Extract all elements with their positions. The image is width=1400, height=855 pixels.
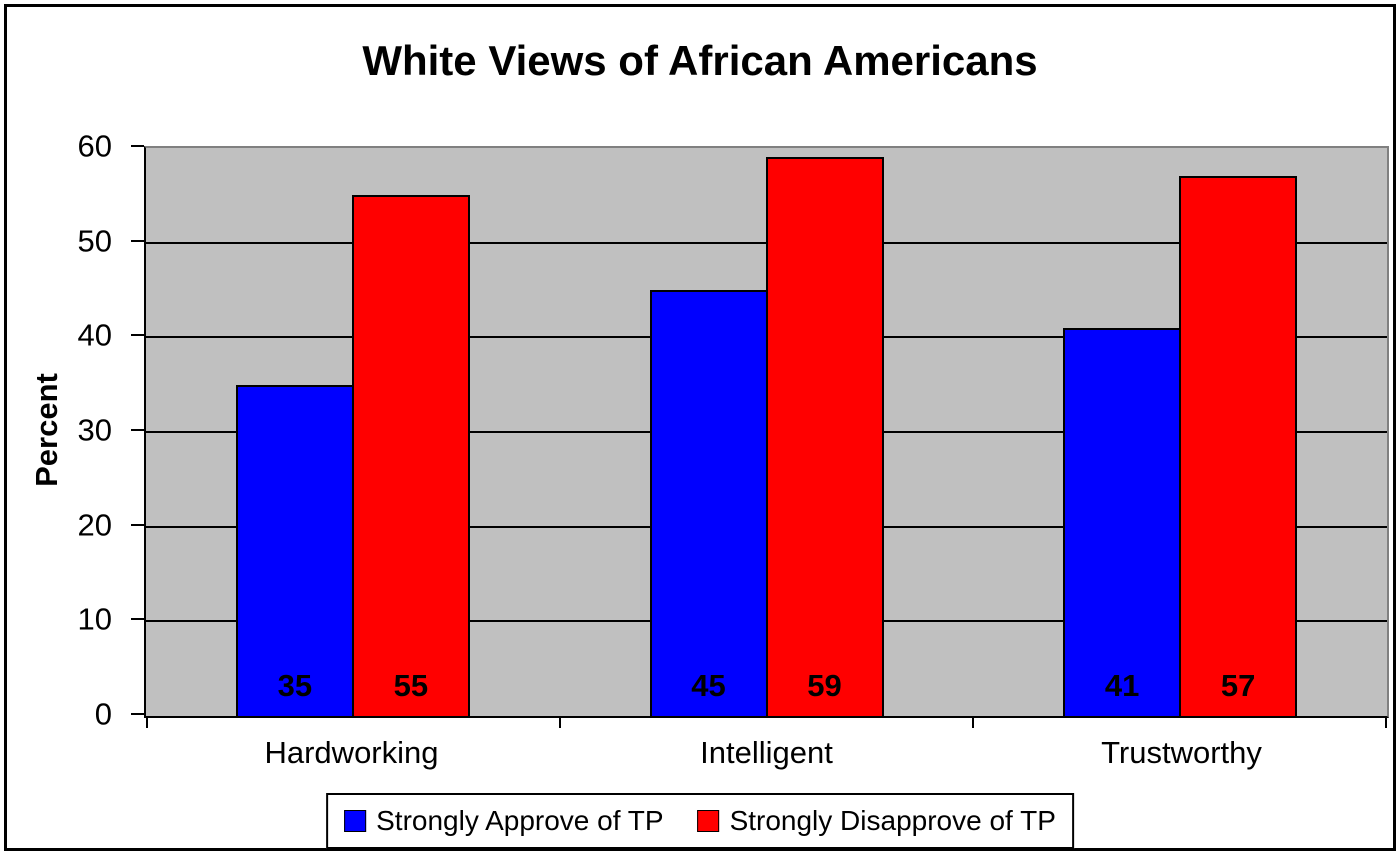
bar-disapprove-trustworthy: 57 [1179, 176, 1298, 716]
bar-disapprove-hardworking: 55 [351, 195, 470, 716]
x-axis-tick [146, 718, 148, 728]
bar-approve-intelligent: 45 [649, 290, 768, 716]
legend-swatch-blue-icon [344, 810, 367, 832]
y-tick-label: 40 [77, 317, 112, 353]
x-axis-tick [972, 718, 975, 728]
y-tick-label: 20 [77, 507, 112, 543]
y-axis: 0 10 20 30 40 50 60 [7, 131, 144, 730]
y-tick-label: 50 [77, 223, 112, 259]
y-axis-tick [131, 239, 144, 242]
legend-label-approve: Strongly Approve of TP [376, 805, 664, 836]
plot-area: 35 55 45 59 41 57 [144, 146, 1389, 728]
bar-value-label: 45 [691, 668, 726, 703]
legend-label-disapprove: Strongly Disapprove of TP [729, 805, 1056, 836]
bar-disapprove-intelligent: 59 [765, 157, 884, 716]
y-tick-label: 30 [77, 412, 112, 448]
y-axis-tick [131, 334, 144, 337]
y-axis-tick [131, 429, 144, 431]
x-axis-tick [1385, 718, 1387, 728]
y-tick-label: 10 [77, 601, 112, 637]
legend-item-disapprove: Strongly Disapprove of TP [697, 805, 1056, 837]
bar-approve-hardworking: 35 [235, 384, 354, 716]
bar-value-label: 41 [1104, 668, 1140, 703]
bar-value-label: 55 [393, 668, 429, 703]
bar-group-hardworking: 35 55 [146, 148, 560, 716]
x-axis: Hardworking Intelligent Trustworthy [144, 735, 1389, 771]
y-tick-label: 60 [77, 128, 112, 164]
legend: Strongly Approve of TP Strongly Disappro… [326, 793, 1074, 849]
chart-title: White Views of African Americans [362, 37, 1038, 84]
bar-group-trustworthy: 41 57 [973, 148, 1387, 716]
legend-swatch-red-icon [697, 810, 720, 832]
x-category-label-hardworking: Hardworking [264, 735, 439, 770]
y-axis-tick [131, 523, 144, 526]
y-tick-label: 0 [94, 696, 112, 732]
y-axis-tick [131, 145, 144, 147]
bar-approve-trustworthy: 41 [1063, 327, 1182, 716]
x-category-label-trustworthy: Trustworthy [1101, 735, 1262, 770]
bar-value-label: 59 [807, 668, 842, 703]
legend-item-approve: Strongly Approve of TP [344, 805, 664, 837]
y-axis-tick [131, 618, 144, 621]
x-axis-tick [558, 718, 561, 728]
bar-value-label: 35 [277, 668, 313, 703]
bar-value-label: 57 [1220, 668, 1256, 703]
chart-border-frame: White Views of African Americans Percent… [4, 4, 1396, 851]
bar-group-intelligent: 45 59 [560, 148, 974, 716]
x-category-label-intelligent: Intelligent [700, 735, 833, 770]
y-axis-tick [131, 713, 144, 715]
